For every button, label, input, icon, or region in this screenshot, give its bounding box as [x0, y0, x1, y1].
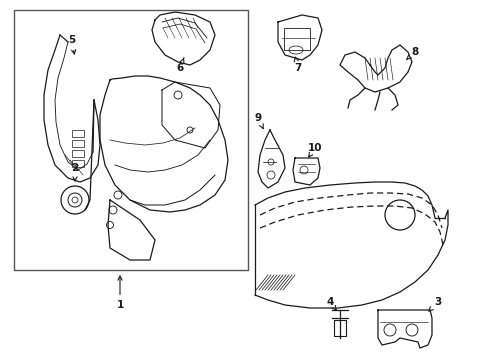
Text: 6: 6 — [176, 58, 184, 73]
Text: 4: 4 — [326, 297, 336, 310]
Text: 2: 2 — [72, 163, 78, 181]
Bar — [72, 140, 84, 147]
Bar — [72, 160, 84, 167]
Bar — [334, 320, 346, 336]
Text: 1: 1 — [117, 276, 123, 310]
Text: 10: 10 — [308, 143, 322, 157]
Text: 7: 7 — [294, 57, 302, 73]
Text: 9: 9 — [254, 113, 263, 129]
Bar — [14, 10, 248, 270]
Bar — [72, 150, 84, 157]
Bar — [72, 130, 84, 137]
Text: 8: 8 — [406, 47, 418, 60]
Bar — [284, 28, 310, 50]
Text: 5: 5 — [69, 35, 76, 54]
Text: 3: 3 — [429, 297, 441, 311]
